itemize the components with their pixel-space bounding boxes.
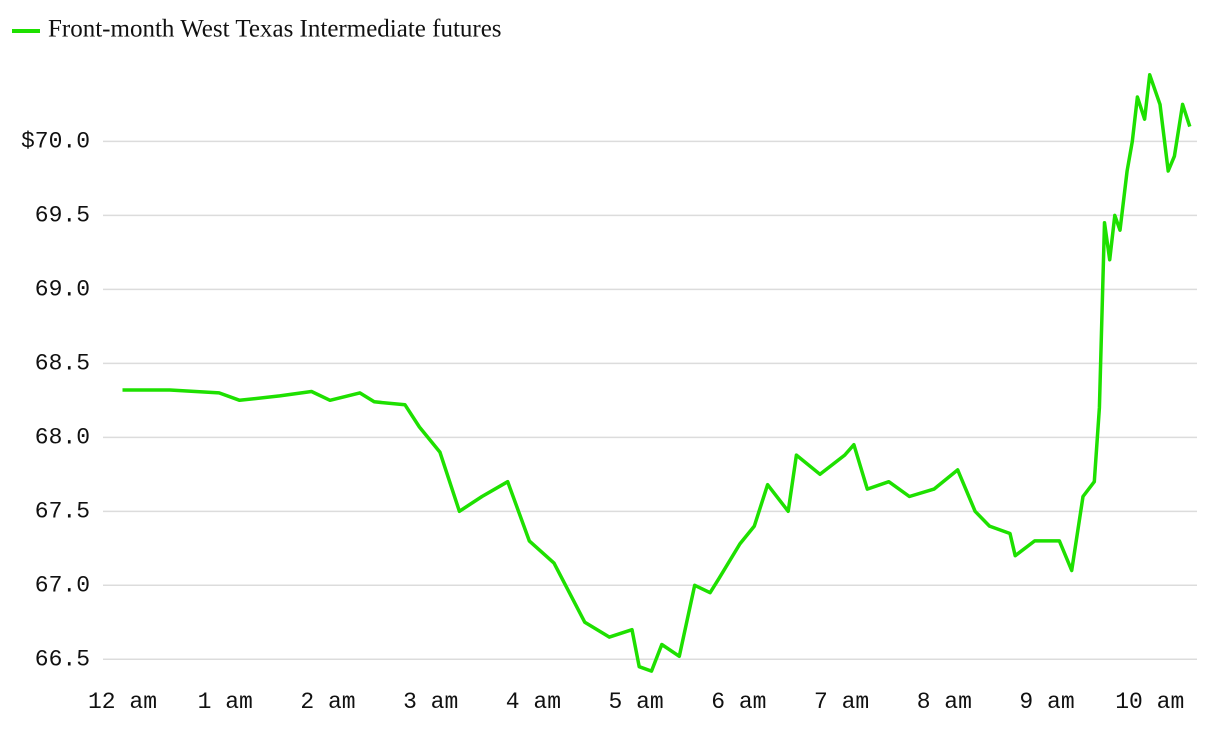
x-tick-label: 2 am xyxy=(300,689,355,715)
x-tick-label: 7 am xyxy=(814,689,869,715)
y-tick-label: 69.5 xyxy=(35,202,90,228)
y-tick-label: 68.0 xyxy=(35,424,90,450)
y-tick-label: $70.0 xyxy=(21,128,90,154)
y-tick-label: 66.5 xyxy=(35,646,90,672)
x-tick-label: 6 am xyxy=(711,689,766,715)
x-tick-label: 10 am xyxy=(1115,689,1184,715)
y-tick-label: 67.0 xyxy=(35,572,90,598)
y-tick-label: 69.0 xyxy=(35,276,90,302)
price-line xyxy=(122,73,1192,673)
y-tick-label: 68.5 xyxy=(35,350,90,376)
legend-label: Front-month West Texas Intermediate futu… xyxy=(48,16,502,43)
x-tick-label: 3 am xyxy=(403,689,458,715)
x-tick-label: 9 am xyxy=(1019,689,1074,715)
x-tick-label: 8 am xyxy=(917,689,972,715)
y-tick-label: 67.5 xyxy=(35,498,90,524)
x-tick-label: 1 am xyxy=(198,689,253,715)
x-tick-label: 4 am xyxy=(506,689,561,715)
x-tick-label: 12 am xyxy=(88,689,157,715)
x-tick-label: 5 am xyxy=(609,689,664,715)
